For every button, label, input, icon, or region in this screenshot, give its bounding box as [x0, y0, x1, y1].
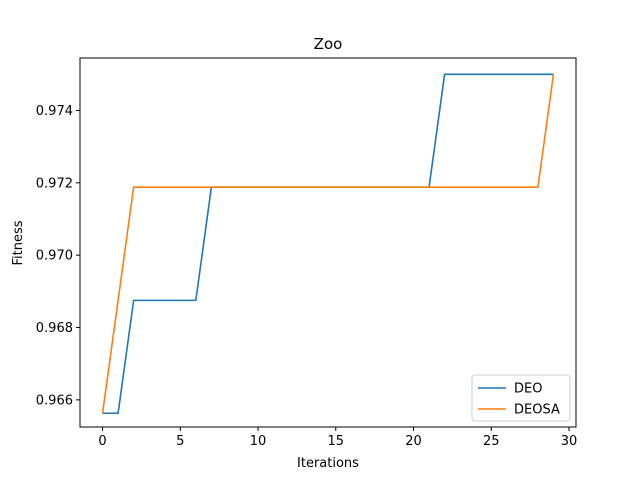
legend: DEO DEOSA — [471, 374, 571, 422]
y-tick-label: 0.970 — [36, 249, 73, 264]
chart-title: Zoo — [314, 35, 343, 53]
y-axis: 0.966 0.968 0.970 0.972 0.974 — [36, 104, 80, 408]
x-axis: 0 5 10 15 20 25 30 — [98, 427, 577, 449]
x-tick-label: 10 — [250, 434, 267, 449]
y-tick-label: 0.974 — [36, 104, 73, 119]
x-tick-label: 5 — [176, 434, 184, 449]
y-tick-label: 0.966 — [36, 393, 73, 408]
legend-label: DEO — [514, 382, 542, 397]
plot-lines — [101, 73, 555, 415]
x-tick-label: 20 — [405, 434, 422, 449]
x-tick-label: 15 — [328, 434, 345, 449]
series-line-deosa — [101, 74, 555, 414]
y-tick-label: 0.972 — [36, 176, 73, 191]
y-tick-label: 0.968 — [36, 321, 73, 336]
x-axis-label: Iterations — [297, 456, 359, 471]
x-tick-label: 25 — [483, 434, 500, 449]
x-tick-label: 30 — [561, 434, 578, 449]
legend-label: DEOSA — [514, 403, 560, 418]
series-line-deo — [102, 73, 554, 415]
x-tick-label: 0 — [98, 434, 106, 449]
plot-frame — [79, 57, 577, 428]
y-axis-label: Fitness — [11, 220, 26, 265]
